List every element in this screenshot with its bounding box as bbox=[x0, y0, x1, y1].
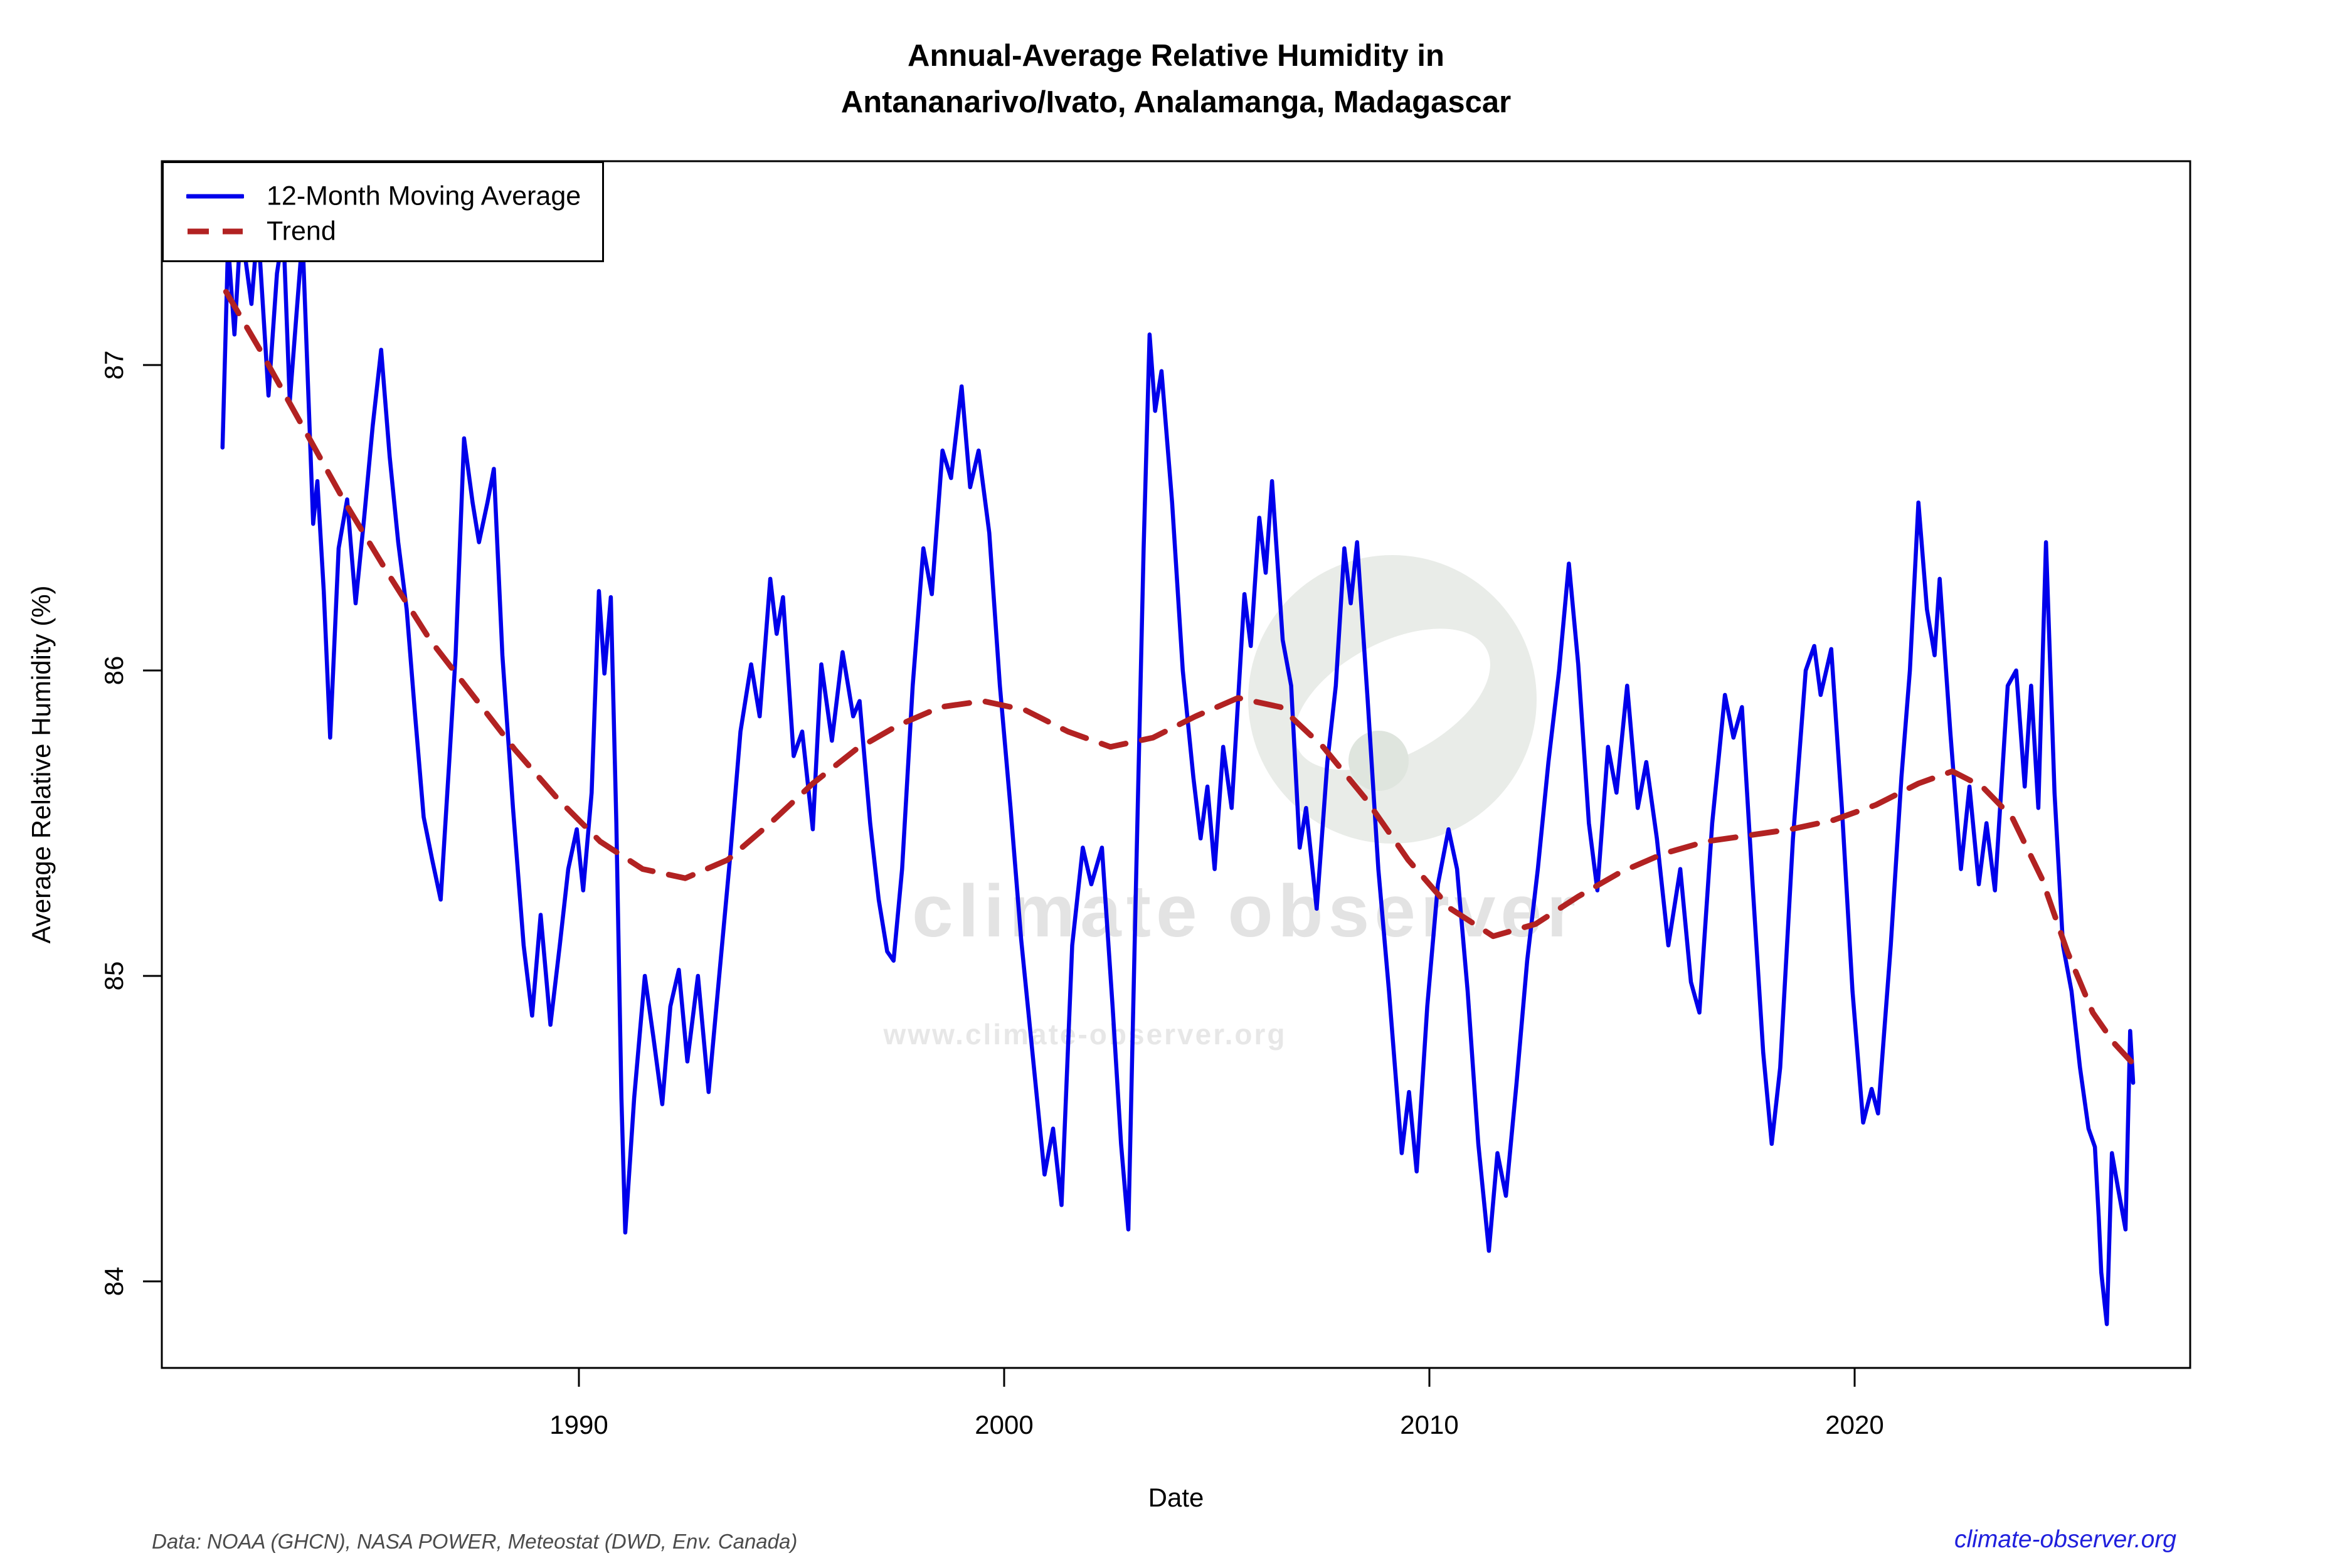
legend-line-sample-dashed bbox=[188, 228, 243, 235]
legend-line-sample-solid bbox=[186, 194, 244, 199]
y-axis-title: Average Relative Humidity (%) bbox=[26, 585, 56, 944]
site-link[interactable]: climate-observer.org bbox=[1954, 1526, 2176, 1553]
y-tick-label: 84 bbox=[99, 1266, 129, 1296]
x-tick-label: 1990 bbox=[549, 1410, 608, 1439]
x-tick-label: 2020 bbox=[1825, 1410, 1884, 1439]
x-axis-title: Date bbox=[1148, 1483, 1204, 1512]
x-tick-label: 2000 bbox=[975, 1410, 1034, 1439]
y-tick-label: 85 bbox=[99, 961, 129, 991]
y-tick-label: 86 bbox=[99, 655, 129, 686]
moving-average-line bbox=[220, 222, 2136, 1327]
watermark-url-text: www.climate-observer.org bbox=[883, 1018, 1287, 1051]
trend-line bbox=[223, 289, 2134, 1064]
data-source-note: Data: NOAA (GHCN), NASA POWER, Meteostat… bbox=[152, 1530, 798, 1553]
x-tick-label: 2010 bbox=[1400, 1410, 1459, 1439]
watermark-logo-pupil bbox=[1348, 731, 1409, 791]
legend-label-moving-average: 12-Month Moving Average bbox=[267, 181, 581, 211]
legend-label-trend: Trend bbox=[267, 216, 336, 246]
plot-frame bbox=[161, 160, 2191, 1369]
chart-title-line2: Antananarivo/Ivato, Analamanga, Madagasc… bbox=[840, 85, 1512, 119]
y-tick-label: 87 bbox=[99, 350, 129, 380]
legend-box: 12-Month Moving Average Trend bbox=[162, 161, 604, 262]
chart-title: Annual-Average Relative Humidity in Anta… bbox=[841, 33, 1511, 125]
chart-title-line1: Annual-Average Relative Humidity in bbox=[908, 39, 1444, 73]
